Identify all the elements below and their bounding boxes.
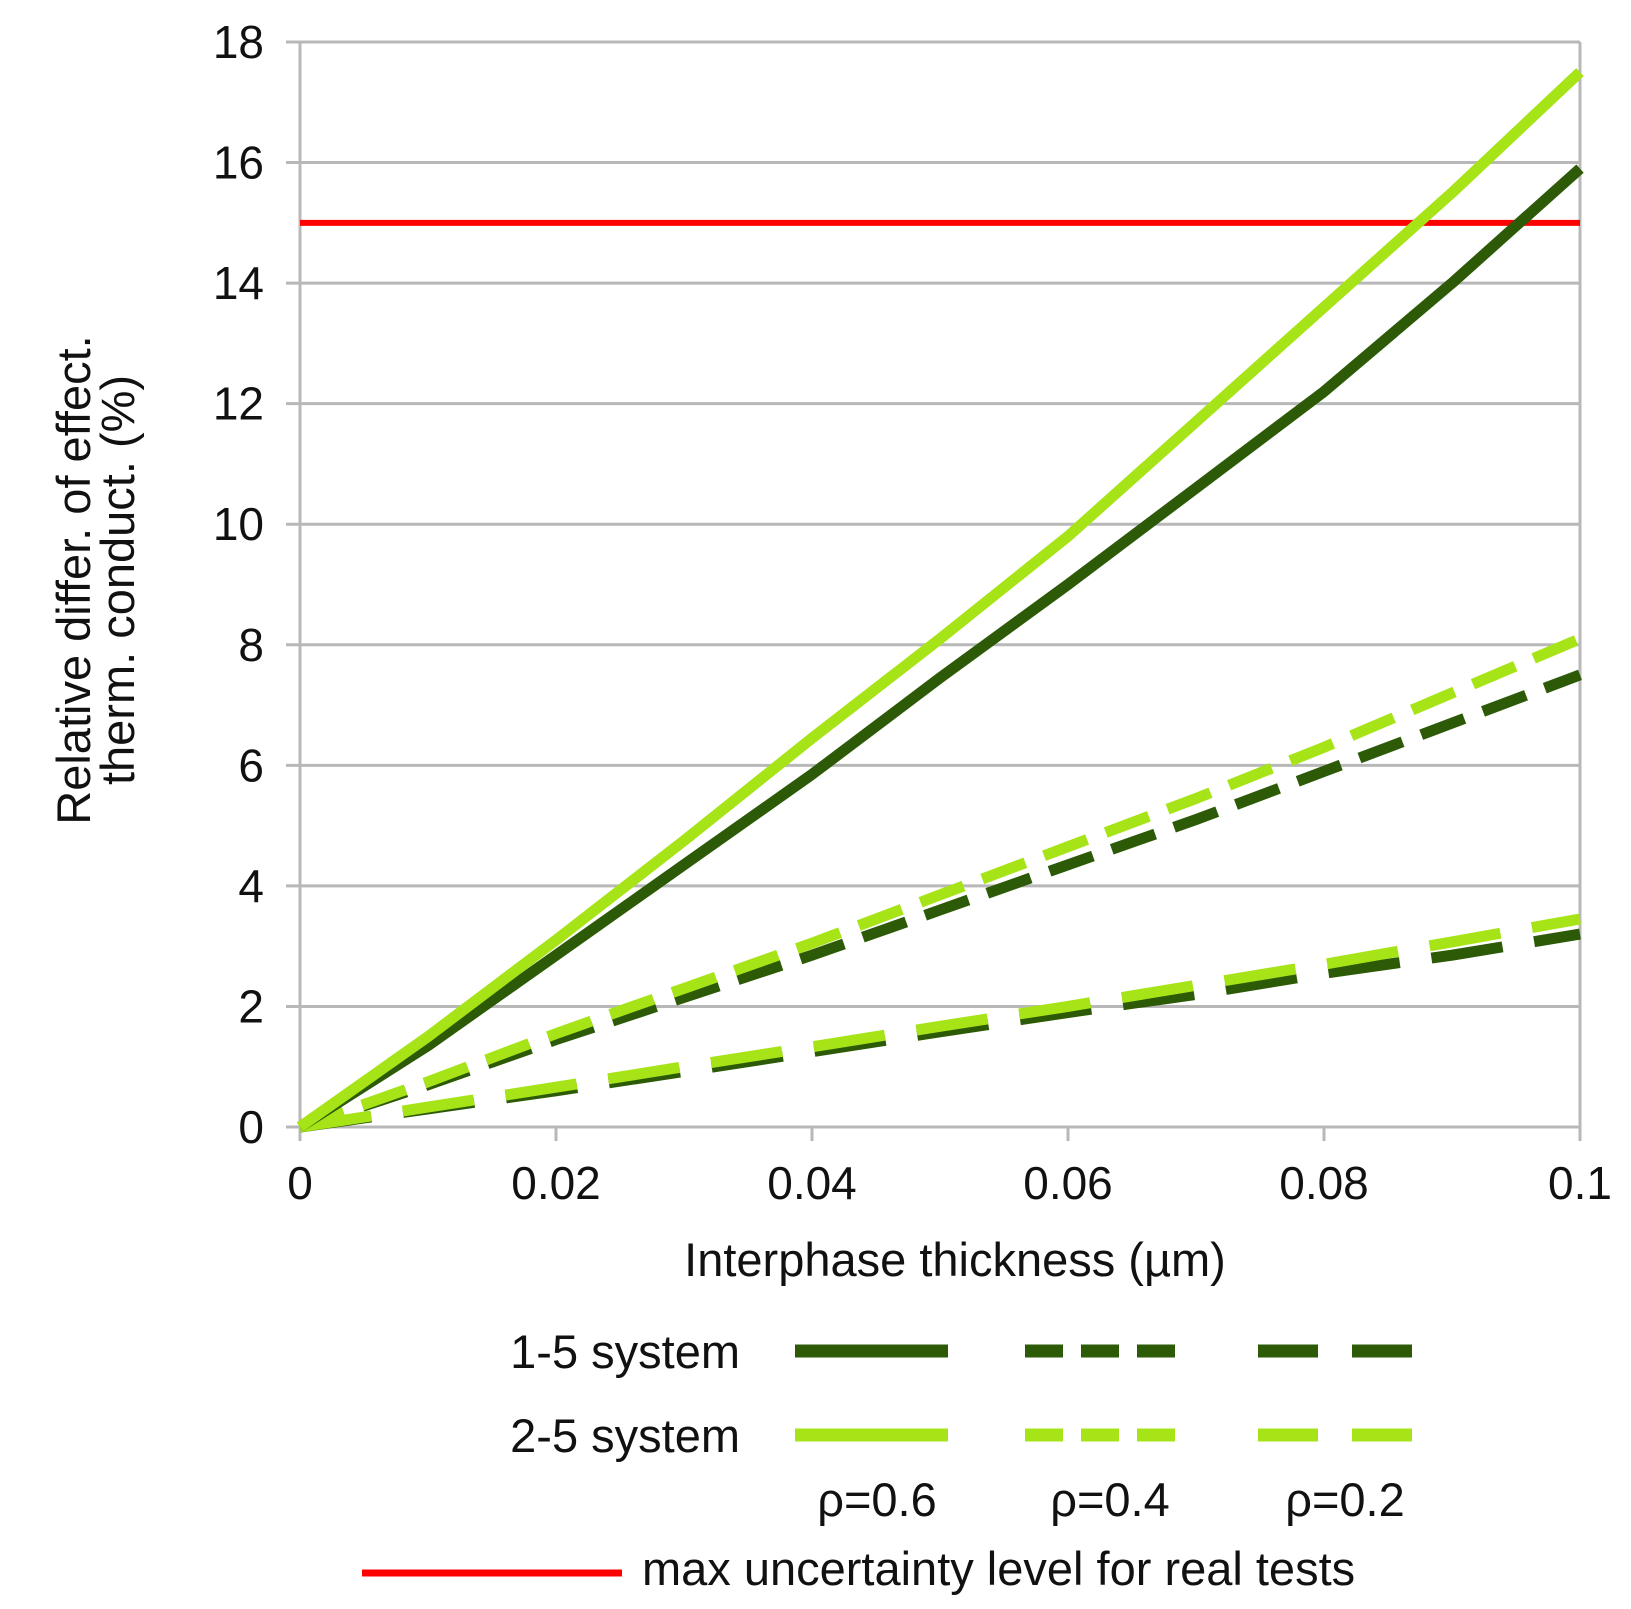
axes — [286, 42, 1582, 1141]
y-axis-title-line2: therm. conduct. (%) — [91, 375, 144, 785]
x-tick-label: 0.1 — [1548, 1157, 1612, 1209]
legend-row-label-1-5: 1-5 system — [510, 1325, 740, 1378]
legend: 1-5 system 2-5 system ρ=0.6 ρ=0.4 ρ=0.2 … — [362, 1325, 1415, 1595]
y-tick-label: 6 — [238, 739, 264, 791]
y-tick-label: 10 — [213, 498, 264, 550]
y-tick-label: 12 — [213, 378, 264, 430]
series-line-2-5-rho-04 — [298, 633, 1583, 1133]
y-axis-title: Relative differ. of effect. therm. condu… — [47, 335, 144, 824]
y-tick-label: 8 — [238, 619, 264, 671]
y-tick-label: 14 — [213, 257, 264, 309]
x-tick-label: 0.02 — [511, 1157, 601, 1209]
y-tick-label: 16 — [213, 137, 264, 189]
tick-labels: 0 2 4 6 8 10 12 14 16 18 0 0.02 0.04 0.06 0.08 0.1 — [213, 16, 1612, 1209]
series-line-2-5-rho-02 — [299, 913, 1581, 1133]
x-tick-label: 0.08 — [1279, 1157, 1369, 1209]
legend-col-label-rho-02: ρ=0.2 — [1285, 1473, 1405, 1526]
x-tick-label: 0 — [287, 1157, 313, 1209]
y-tick-label: 18 — [213, 16, 264, 68]
gridlines — [286, 40, 1582, 1141]
x-tick-label: 0.04 — [767, 1157, 857, 1209]
series-lines — [296, 68, 1584, 1133]
legend-row-label-2-5: 2-5 system — [510, 1409, 740, 1462]
y-tick-label: 2 — [238, 980, 264, 1032]
legend-col-label-rho-06: ρ=0.6 — [817, 1473, 937, 1526]
legend-reference-label: max uncertainty level for real tests — [642, 1542, 1355, 1595]
legend-col-label-rho-04: ρ=0.4 — [1050, 1473, 1170, 1526]
y-tick-label: 4 — [238, 860, 264, 912]
y-tick-label: 0 — [238, 1101, 264, 1153]
x-axis-title: Interphase thickness (µm) — [684, 1233, 1226, 1286]
series-line-1-5-rho-06 — [297, 164, 1584, 1132]
legend-swatches — [362, 1344, 1415, 1577]
x-tick-label: 0.06 — [1023, 1157, 1113, 1209]
y-axis-title-line1: Relative differ. of effect. — [47, 335, 100, 824]
series-line-2-5-rho-06 — [296, 68, 1584, 1132]
